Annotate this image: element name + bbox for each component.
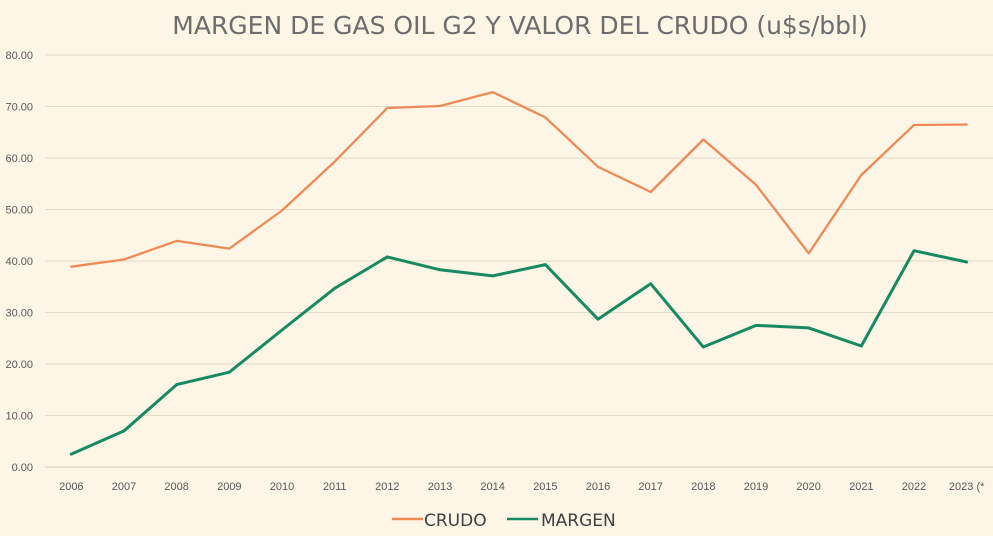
x-tick-label: 2012 xyxy=(375,481,399,493)
x-tick-label: 2008 xyxy=(164,481,188,493)
y-axis-ticks: 0.00 10.00 20.00 30.00 40.00 50.00 60.00 70.00 8… xyxy=(5,50,33,474)
x-tick-label: 2010 xyxy=(270,481,294,493)
x-tick-label: 2023 (* xyxy=(949,481,985,493)
x-tick-label: 2007 xyxy=(112,481,136,493)
x-tick-label: 2022 xyxy=(902,481,926,493)
y-tick-label: 50.00 xyxy=(5,205,33,217)
x-tick-label: 2017 xyxy=(638,481,662,493)
y-tick-label: 30.00 xyxy=(5,308,33,320)
series-line-margen xyxy=(69,249,969,456)
x-tick-label: 2009 xyxy=(217,481,241,493)
x-tick-label: 2021 xyxy=(849,481,873,493)
x-tick-label: 2014 xyxy=(480,481,504,493)
x-tick-label: 2011 xyxy=(323,481,347,493)
y-tick-label: 0.00 xyxy=(12,462,33,474)
legend: CRUDO MARGEN xyxy=(392,511,616,531)
x-axis-ticks: 2006 2007 2008 2009 2010 2011 2012 2013 2014 2015… xyxy=(59,481,985,493)
legend-label-margen: MARGEN xyxy=(541,511,616,531)
x-tick-label: 2016 xyxy=(586,481,610,493)
y-tick-label: 70.00 xyxy=(5,102,33,114)
series-lines xyxy=(69,90,969,456)
legend-label-crudo: CRUDO xyxy=(424,511,487,531)
gridlines xyxy=(45,54,993,468)
y-tick-label: 80.00 xyxy=(5,50,33,62)
x-tick-label: 2019 xyxy=(744,481,768,493)
series-line-crudo xyxy=(70,90,968,268)
x-tick-label: 2018 xyxy=(691,481,715,493)
x-tick-label: 2020 xyxy=(796,481,820,493)
x-tick-label: 2006 xyxy=(59,481,83,493)
y-tick-label: 40.00 xyxy=(5,256,33,268)
y-tick-label: 20.00 xyxy=(5,359,33,371)
x-tick-label: 2015 xyxy=(533,481,557,493)
y-tick-label: 10.00 xyxy=(5,411,33,423)
chart-title: MARGEN DE GAS OIL G2 Y VALOR DEL CRUDO (… xyxy=(172,11,867,40)
x-tick-label: 2013 xyxy=(428,481,452,493)
y-tick-label: 60.00 xyxy=(5,153,33,165)
